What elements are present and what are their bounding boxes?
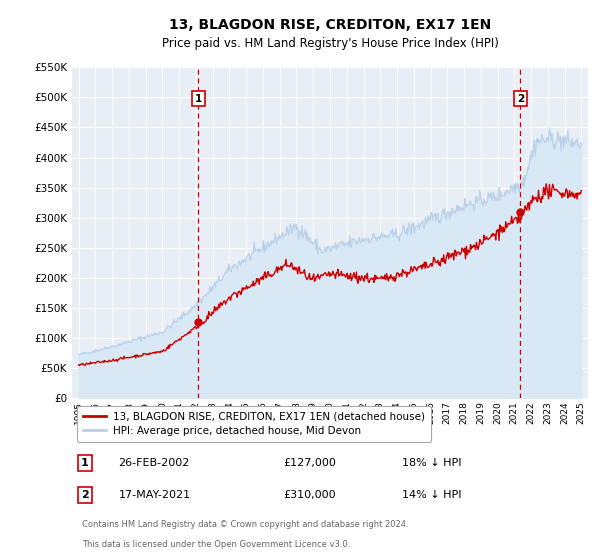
Text: £310,000: £310,000 xyxy=(284,490,336,500)
Text: 13, BLAGDON RISE, CREDITON, EX17 1EN: 13, BLAGDON RISE, CREDITON, EX17 1EN xyxy=(169,18,491,32)
Text: This data is licensed under the Open Government Licence v3.0.: This data is licensed under the Open Gov… xyxy=(82,540,350,549)
Text: 2: 2 xyxy=(517,94,524,104)
Text: 1: 1 xyxy=(195,94,202,104)
Legend: 13, BLAGDON RISE, CREDITON, EX17 1EN (detached house), HPI: Average price, detac: 13, BLAGDON RISE, CREDITON, EX17 1EN (de… xyxy=(77,405,431,442)
Text: 26-FEB-2002: 26-FEB-2002 xyxy=(118,459,190,468)
Text: Contains HM Land Registry data © Crown copyright and database right 2024.: Contains HM Land Registry data © Crown c… xyxy=(82,520,409,529)
Text: 17-MAY-2021: 17-MAY-2021 xyxy=(118,490,191,500)
Text: 2: 2 xyxy=(81,490,89,500)
Text: 1: 1 xyxy=(81,459,89,468)
Text: 14% ↓ HPI: 14% ↓ HPI xyxy=(402,490,462,500)
Text: 18% ↓ HPI: 18% ↓ HPI xyxy=(402,459,462,468)
Text: £127,000: £127,000 xyxy=(284,459,337,468)
Text: Price paid vs. HM Land Registry's House Price Index (HPI): Price paid vs. HM Land Registry's House … xyxy=(161,37,499,50)
